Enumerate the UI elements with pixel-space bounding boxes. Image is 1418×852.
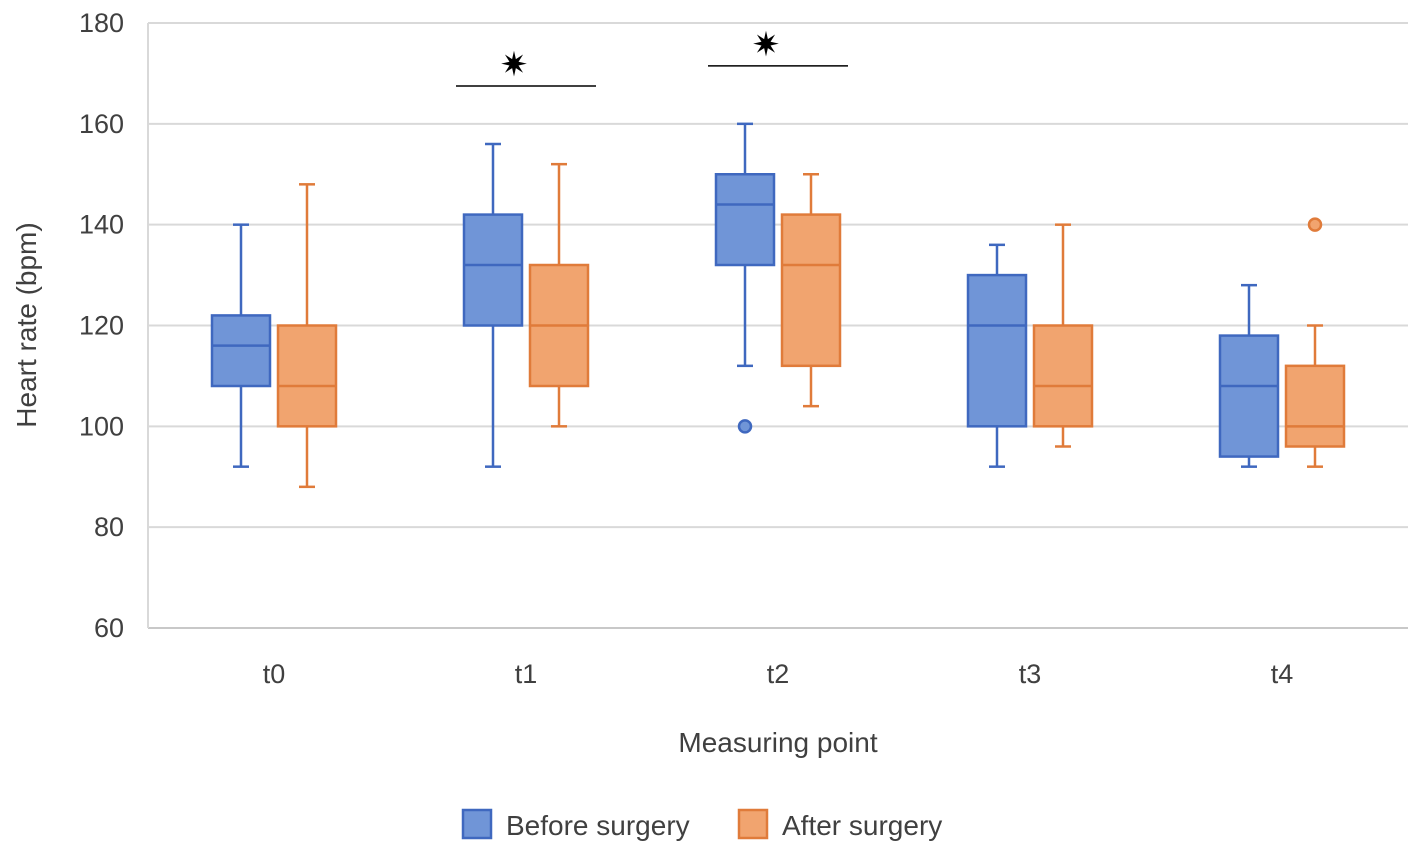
legend-label-after: After surgery (782, 810, 942, 841)
legend-label-before: Before surgery (506, 810, 690, 841)
x-tick-label: t1 (515, 659, 538, 689)
box-after-t2 (780, 173, 842, 408)
outlier-point (1307, 217, 1323, 232)
box-before-t2 (714, 122, 776, 434)
gridlines (147, 22, 1408, 629)
significance-star: ✷ (752, 25, 781, 65)
significance-star: ✷ (500, 45, 529, 85)
y-tick-label: 120 (79, 311, 124, 341)
y-tick-label: 100 (79, 411, 124, 441)
box-before-t0 (210, 223, 272, 468)
y-axis-title: Heart rate (bpm) (11, 222, 42, 427)
box-before-t3 (966, 243, 1028, 468)
x-tick-label: t0 (263, 659, 286, 689)
y-tick-labels: 60 80 100 120 140 160 180 (79, 8, 124, 643)
box-iqr (1032, 324, 1094, 428)
legend-swatch-after (737, 808, 769, 840)
y-tick-label: 60 (94, 613, 124, 643)
box-after-t3 (1032, 223, 1094, 448)
box-after-t0 (276, 183, 338, 489)
box-before-t1 (462, 142, 524, 468)
box-iqr (1218, 334, 1280, 458)
box-iqr (1284, 364, 1346, 448)
box-iqr (210, 314, 272, 388)
box-after-t1 (528, 162, 590, 428)
significance-annotations: ✷✷ (456, 25, 848, 87)
x-tick-label: t2 (767, 659, 790, 689)
box-series (210, 122, 1346, 489)
box-after-t4 (1284, 217, 1346, 468)
box-before-t4 (1218, 283, 1280, 468)
box-iqr (966, 273, 1028, 428)
y-tick-label: 180 (79, 8, 124, 38)
y-tick-label: 80 (94, 512, 124, 542)
outlier-point (737, 419, 753, 434)
box-iqr (462, 213, 524, 327)
y-tick-label: 160 (79, 109, 124, 139)
box-iqr (276, 324, 338, 428)
x-tick-label: t4 (1271, 659, 1294, 689)
box-iqr (714, 173, 776, 267)
legend: Before surgery After surgery (461, 808, 942, 841)
x-axis-title: Measuring point (678, 727, 877, 758)
y-tick-label: 140 (79, 210, 124, 240)
box-iqr (780, 213, 842, 368)
x-tick-labels: t0 t1 t2 t3 t4 (263, 659, 1294, 689)
x-tick-label: t3 (1019, 659, 1042, 689)
legend-swatch-before (461, 808, 493, 840)
